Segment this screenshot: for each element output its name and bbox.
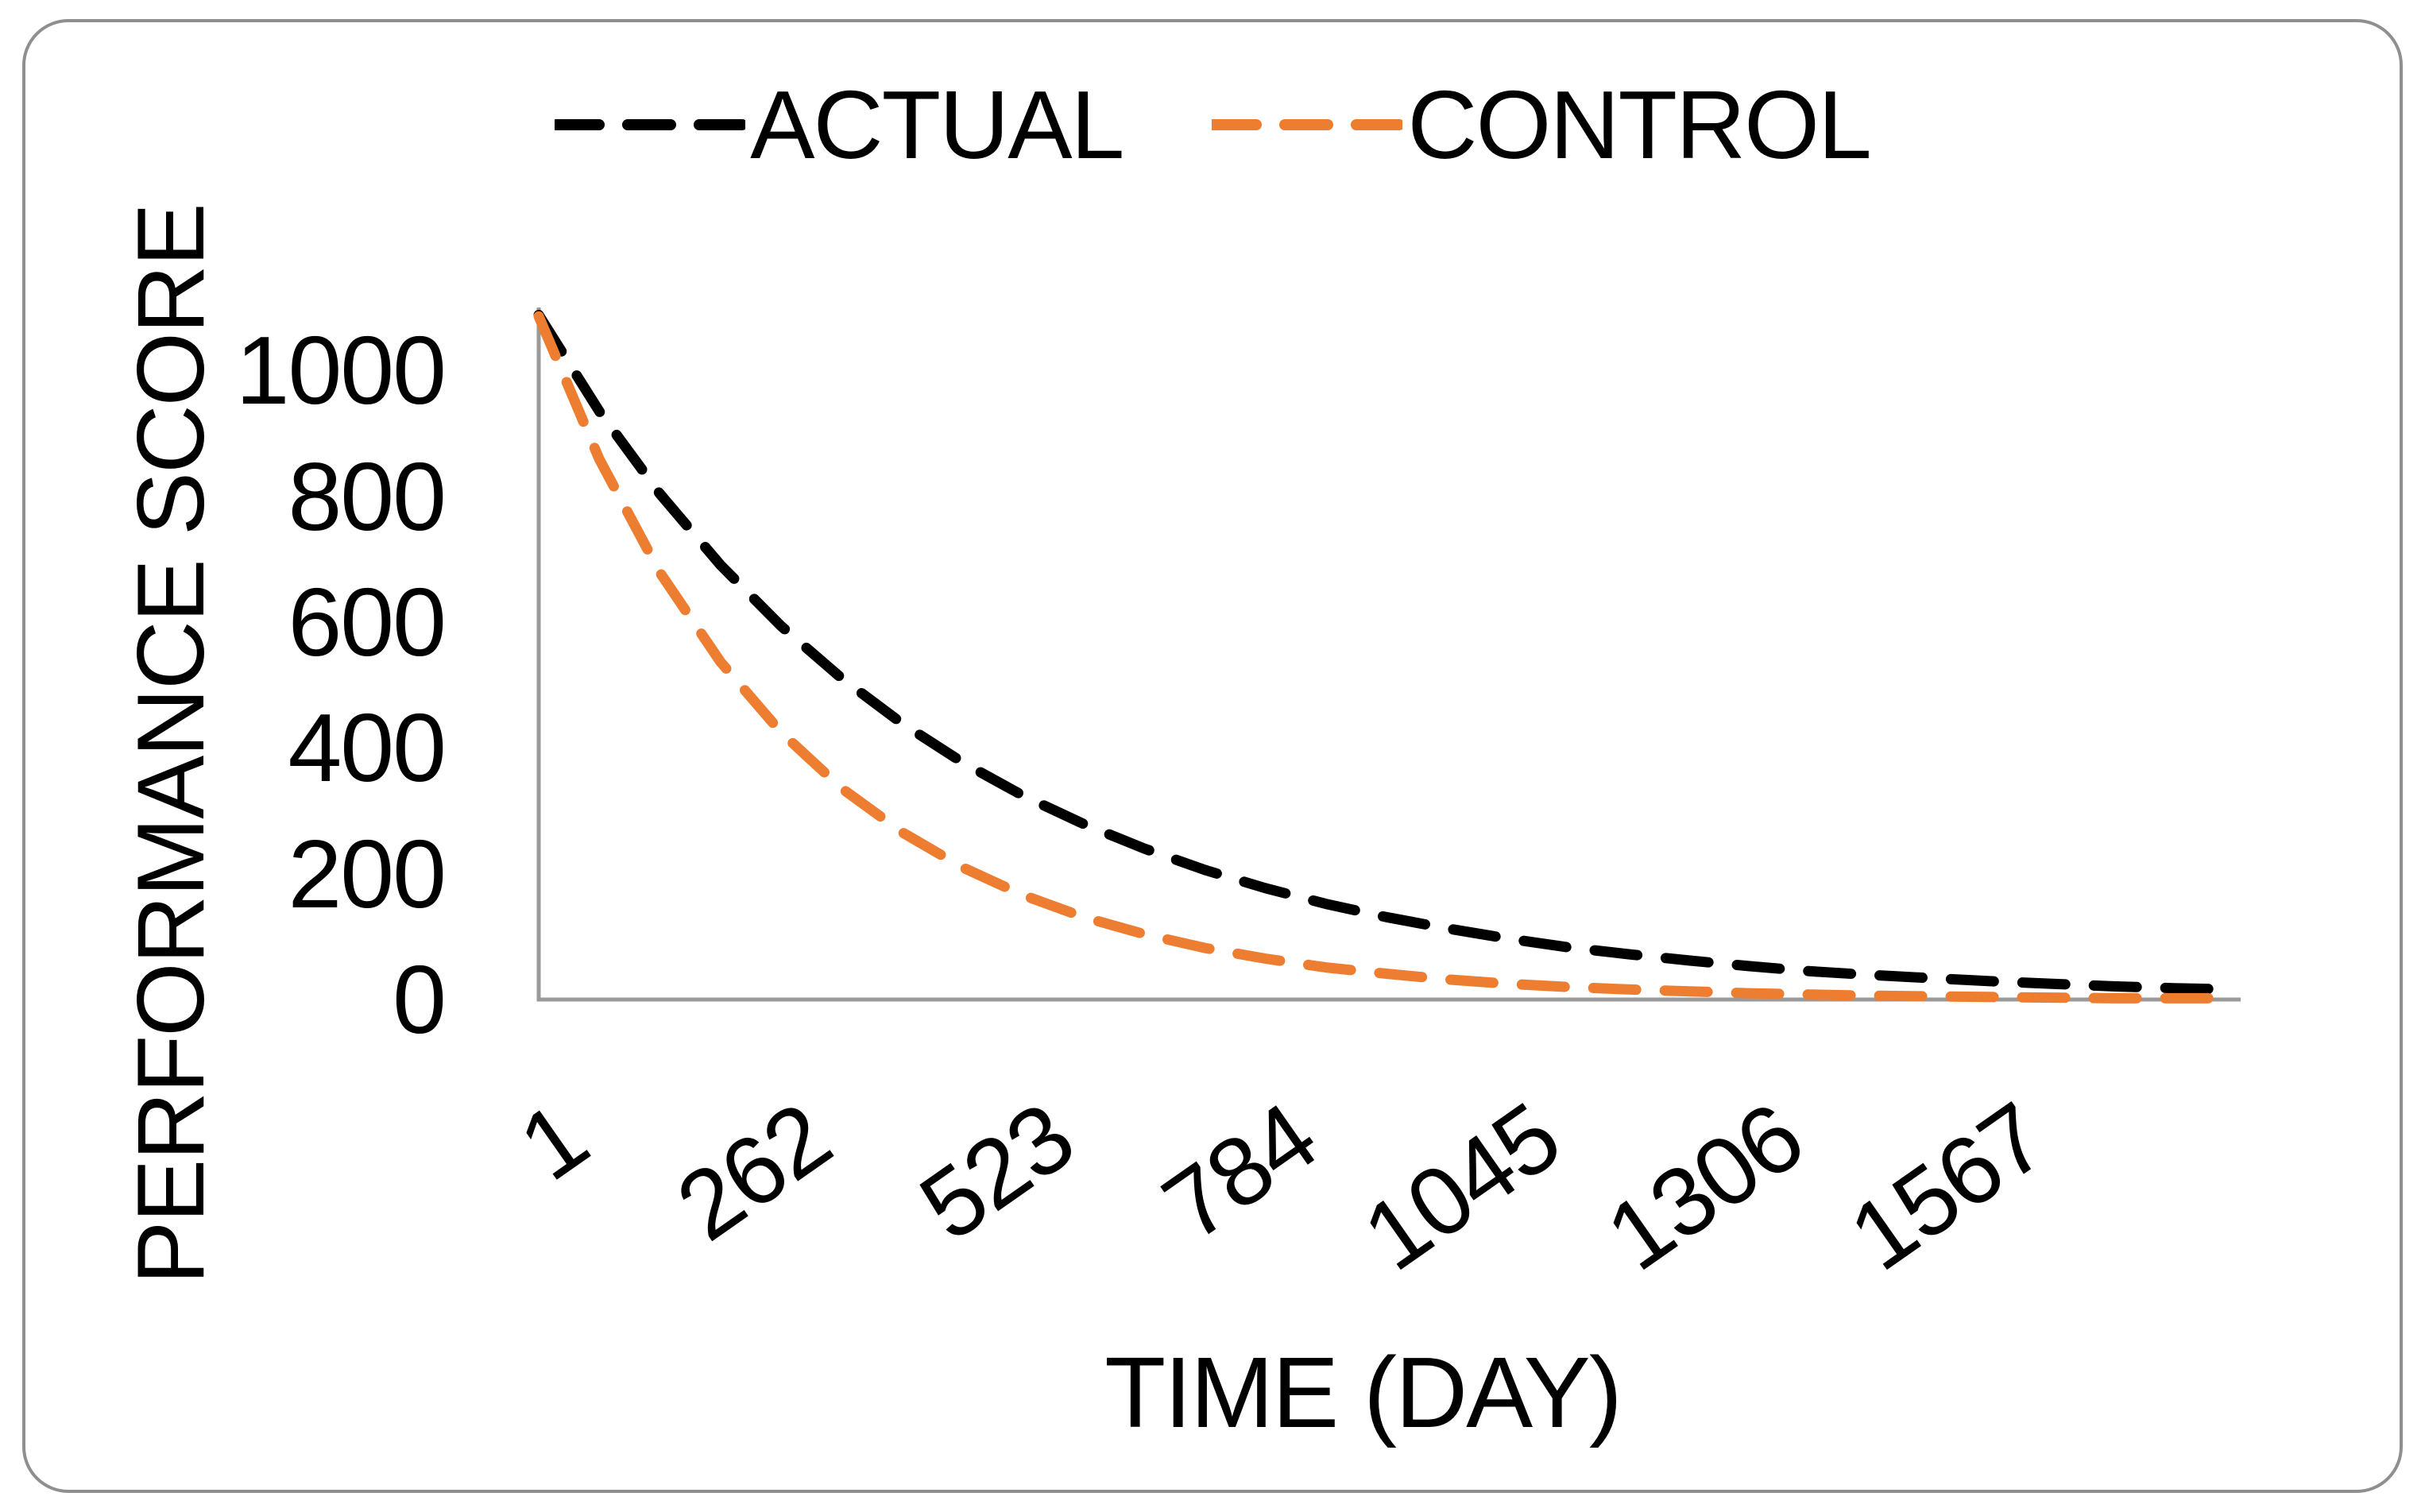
- y-tick-label: 800: [288, 442, 447, 551]
- y-tick-label: 400: [288, 694, 447, 802]
- y-tick-label: 200: [288, 819, 447, 928]
- y-tick-label: 1000: [235, 316, 447, 425]
- axis-lines: [536, 307, 2241, 1002]
- legend-item-actual: ACTUAL: [555, 71, 1124, 179]
- y-tick-label: 0: [393, 945, 447, 1054]
- chart-card-border: [22, 19, 2403, 1493]
- control-dash-key-icon: [1212, 119, 1403, 130]
- legend-label-control: CONTROL: [1407, 71, 1871, 179]
- legend-item-control: CONTROL: [1212, 71, 1872, 179]
- legend: ACTUAL CONTROL: [0, 76, 2425, 173]
- actual-dash-key-icon: [555, 119, 746, 130]
- series-line-actual: [533, 310, 2240, 995]
- series-line-control: [533, 311, 2240, 1003]
- legend-label-actual: ACTUAL: [750, 71, 1124, 179]
- y-tick-label: 600: [288, 567, 447, 676]
- x-axis-title: TIME (DAY): [1104, 1336, 1622, 1448]
